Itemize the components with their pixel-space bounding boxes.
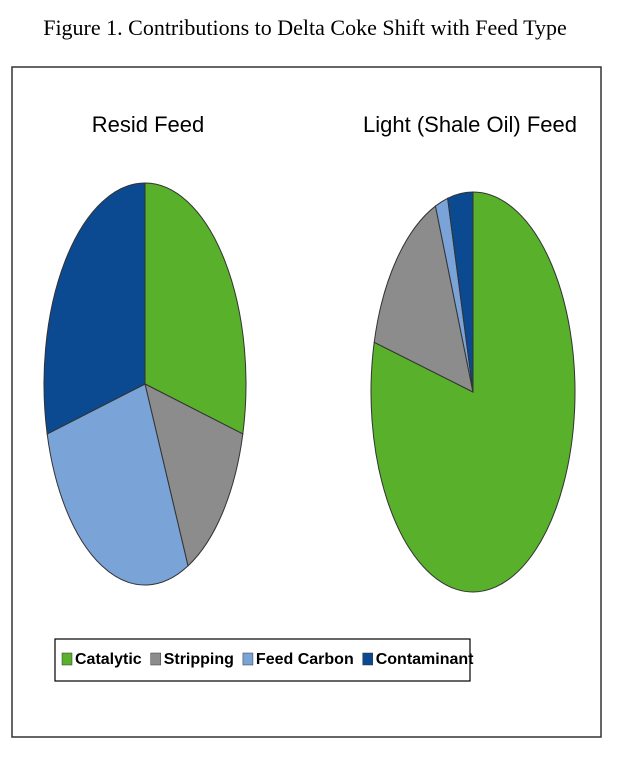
- pie-slice: Contaminant: [43, 182, 146, 435]
- pie-slice: Contaminant: [447, 191, 474, 393]
- pie-title: Light (Shale Oil) Feed: [363, 112, 577, 137]
- legend-swatch: [362, 652, 373, 666]
- legend-label: Stripping: [164, 651, 234, 668]
- pie-title: Resid Feed: [92, 112, 205, 137]
- legend-swatch: [242, 652, 254, 666]
- pie-slice: Catalytic: [144, 182, 247, 435]
- pie-slice: Feed Carbon: [46, 383, 189, 586]
- legend-label: Catalytic: [75, 651, 142, 668]
- pie-slice: Stripping: [373, 205, 474, 393]
- figure-title: Figure 1. Contributions to Delta Coke Sh…: [43, 15, 567, 40]
- legend-label: Contaminant: [376, 651, 474, 668]
- legend-label: Feed Carbon: [256, 651, 354, 668]
- legend-swatch: [150, 652, 161, 666]
- pie-slice: Stripping: [144, 383, 244, 567]
- legend-box: [54, 638, 471, 682]
- legend-swatch: [61, 652, 73, 666]
